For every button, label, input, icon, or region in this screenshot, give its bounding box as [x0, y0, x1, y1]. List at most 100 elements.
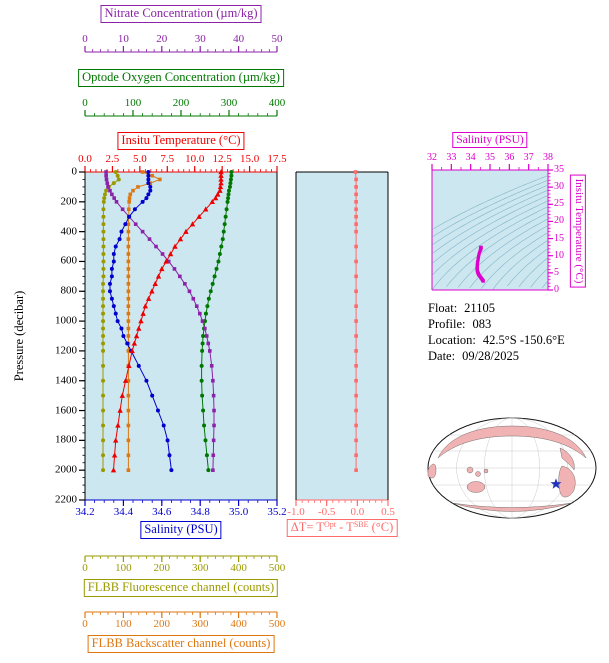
- data-marker: [354, 185, 358, 189]
- backscatter-axis-title: FLBB Backscatter channel (counts): [87, 635, 275, 653]
- salinity-tick-label: 34.4: [113, 506, 134, 518]
- data-marker: [146, 181, 151, 186]
- data-marker: [101, 468, 106, 473]
- date-info-line: Date: 09/28/2025: [428, 348, 565, 364]
- data-marker: [354, 364, 358, 368]
- map-landmass: [437, 425, 587, 459]
- data-marker: [126, 252, 131, 256]
- pressure-tick-label: 1600: [55, 404, 77, 417]
- map-landmass-island: [466, 466, 474, 474]
- data-marker: [227, 184, 232, 189]
- ts-temperature-tick-label: 35: [554, 164, 564, 175]
- nitrate-tick-label: 40: [233, 33, 245, 45]
- data-marker: [202, 206, 209, 212]
- data-marker: [201, 334, 206, 338]
- data-marker: [126, 274, 131, 279]
- data-marker: [204, 334, 209, 338]
- data-marker: [131, 340, 138, 346]
- data-marker: [147, 237, 152, 241]
- data-marker: [111, 252, 116, 256]
- delta-t-axis-title: ΔT= TOpt - TSBE (°C): [286, 519, 398, 537]
- backscatter-tick-label: 500: [268, 618, 286, 630]
- ts-isopycnal-contour: [431, 184, 549, 246]
- ts-isopycnal-contour: [431, 195, 549, 265]
- temperature-tick-label: 7.5: [160, 153, 175, 165]
- data-marker: [117, 237, 122, 242]
- data-marker: [126, 378, 131, 383]
- data-marker: [228, 181, 233, 186]
- data-marker: [146, 177, 151, 182]
- data-marker: [110, 192, 114, 197]
- data-marker: [126, 267, 131, 271]
- data-marker: [200, 341, 205, 346]
- data-marker: [353, 170, 358, 174]
- fluorescence-axis-title: FLBB Fluorescence channel (counts): [83, 579, 279, 597]
- pressure-tick-label: 2200: [55, 493, 77, 506]
- temperature-tick-label: 10.0: [185, 153, 205, 165]
- data-marker: [354, 468, 358, 472]
- data-marker: [354, 334, 358, 338]
- ts-profile-series: [475, 245, 485, 283]
- data-marker: [199, 363, 204, 368]
- data-marker: [163, 258, 169, 264]
- data-marker: [159, 266, 165, 272]
- data-marker: [126, 207, 131, 212]
- data-marker: [214, 266, 219, 271]
- ts-isopycnal-contour: [492, 239, 549, 290]
- location-label: Location:: [428, 333, 476, 347]
- data-marker: [127, 200, 131, 204]
- data-marker: [198, 311, 202, 316]
- fluorescence-tick-label: 0: [82, 562, 88, 574]
- location-value: 42.5°S -150.6°E: [482, 333, 565, 347]
- pressure-tick-label: 1800: [55, 433, 77, 446]
- data-marker: [209, 364, 214, 368]
- temperature-tick-label: 5.0: [132, 153, 147, 165]
- data-marker: [354, 289, 358, 294]
- data-marker: [221, 229, 226, 234]
- data-marker: [160, 252, 165, 256]
- data-marker: [194, 304, 199, 308]
- data-marker: [203, 438, 208, 443]
- data-marker: [113, 244, 118, 249]
- data-marker: [120, 207, 125, 212]
- data-marker: [102, 196, 107, 201]
- ts-salinity-tick-label: 38: [543, 152, 553, 163]
- fluorescence-tick-label: 100: [115, 562, 132, 574]
- ts-salinity-tick-label: 32: [427, 152, 437, 163]
- data-marker: [123, 222, 128, 227]
- data-marker: [202, 423, 207, 428]
- data-marker: [354, 244, 358, 249]
- data-marker: [229, 173, 234, 178]
- delta-t-tick-label: -1.0: [287, 506, 305, 518]
- data-marker: [101, 274, 106, 279]
- data-marker: [112, 196, 116, 200]
- delta-t-label-part: (°C): [368, 520, 394, 534]
- data-marker: [199, 378, 204, 383]
- delta-t-tick-label: 0.0: [350, 506, 365, 518]
- ts-salinity-tick-label: 35: [485, 152, 495, 163]
- fluorescence-tick-label: 400: [230, 562, 247, 574]
- data-marker: [354, 192, 358, 197]
- data-marker: [354, 319, 358, 323]
- data-marker: [117, 407, 123, 413]
- delta-t-plot-area: [296, 172, 388, 500]
- delta-t-label-sup-opt: Opt: [323, 520, 336, 529]
- data-marker: [136, 325, 142, 331]
- data-marker: [211, 378, 215, 383]
- pressure-axis-title: Pressure (decibar): [12, 290, 27, 382]
- data-marker: [109, 296, 114, 301]
- delta-t-profile-series: [353, 170, 358, 472]
- data-marker: [217, 252, 222, 256]
- oxygen-tick-label: 400: [268, 97, 286, 109]
- data-marker: [101, 266, 106, 271]
- data-marker: [136, 185, 140, 189]
- data-marker: [209, 198, 215, 205]
- data-marker: [183, 228, 189, 234]
- data-marker: [218, 172, 224, 178]
- data-marker: [102, 192, 107, 197]
- data-marker: [126, 362, 132, 369]
- data-marker: [101, 244, 106, 249]
- data-marker: [108, 188, 112, 193]
- ts-isopycnal-contour: [431, 200, 549, 276]
- data-marker: [126, 393, 131, 398]
